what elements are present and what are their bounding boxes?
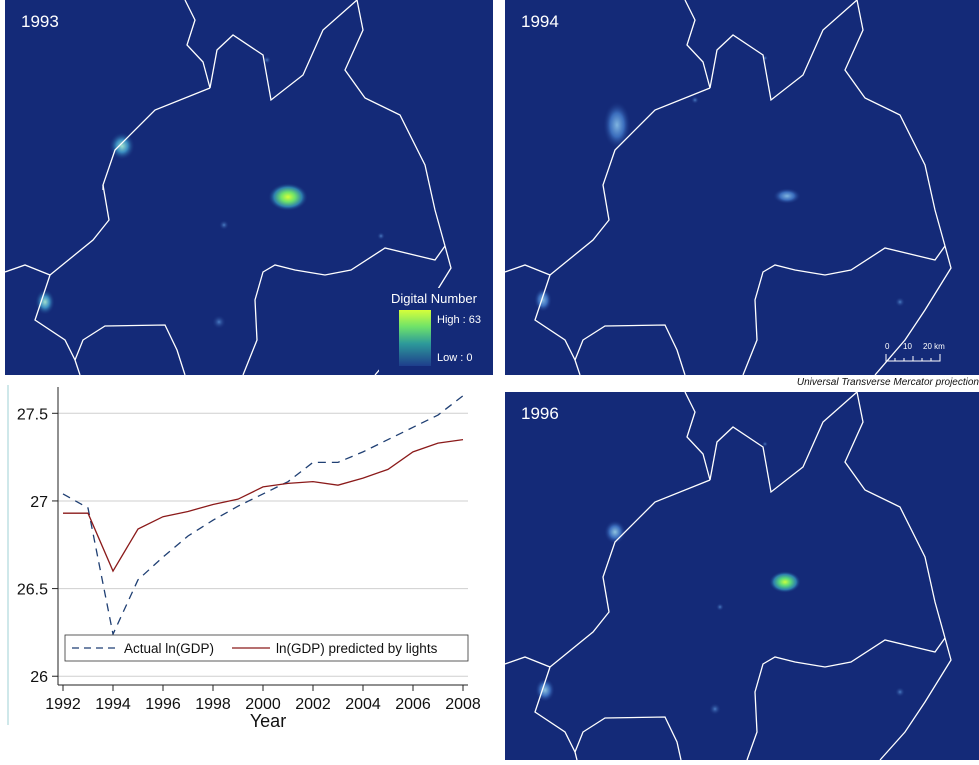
series-actual-gdp-line [62,395,464,637]
map-year-label: 1993 [21,12,59,31]
digital-number-legend: Digital Number High : 63 Low : 0 [379,288,491,374]
x-ticks: 1992 1994 1996 1998 2000 2002 2004 2006 2008 [45,685,481,713]
light-gisenyi [603,101,631,149]
night-lights-map-1996: 1996 [505,392,979,760]
light-minor [377,232,385,240]
x-tick-label: 2004 [345,696,381,713]
gdp-line-chart: 26 26.5 27 27.5 1992 1994 1996 1998 2000 2002 200… [0,385,500,760]
scale-label-0: 0 [885,342,890,351]
light-butare [212,315,226,329]
light-butare [709,703,721,715]
light-cyangugu [35,289,55,315]
y-tick-label: 27 [30,494,48,511]
light-minor [762,441,768,447]
chart-legend: Actual ln(GDP) ln(GDP) predicted by ligh… [64,634,469,662]
y-ticks: 26 26.5 27 27.5 [17,406,58,686]
x-tick-label: 2002 [295,696,331,713]
light-kigali [268,183,308,211]
light-kigali [769,571,801,593]
map-1994-canvas [505,0,952,375]
light-minor [716,603,724,611]
legend-low-label: Low : 0 [437,352,473,364]
night-lights-map-1993: 1993 Digital Number High : 63 Low : 0 [5,0,493,375]
map-year-label: 1994 [521,12,559,31]
legend-color-ramp [399,310,431,366]
country-borders [505,0,952,375]
light-minor [263,56,271,64]
map-1996-canvas [505,392,952,760]
x-axis-title: Year [250,711,286,731]
light-minor [895,687,905,697]
y-tick-label: 27.5 [17,406,48,423]
x-tick-label: 1992 [45,696,81,713]
x-tick-label: 1994 [95,696,131,713]
legend-title: Digital Number [391,291,477,306]
map-year-label: 1996 [521,404,559,423]
projection-note: Universal Transverse Mercator projection [796,377,979,388]
series-lines [62,395,464,637]
scale-bar-ticks [885,354,941,362]
light-minor [691,96,699,104]
night-lights-map-1994: 1994 0 10 20 km [505,0,979,375]
light-kigali [773,188,801,204]
light-gisenyi [604,520,626,544]
x-tick-label: 2008 [445,696,481,713]
x-tick-label: 2000 [245,696,281,713]
legend-high-label: High : 63 [437,314,482,326]
light-gisenyi [109,132,135,160]
scale-label-20km: 20 km [923,342,945,351]
x-tick-label: 1998 [195,696,231,713]
country-borders [505,392,952,760]
light-minor [895,297,905,307]
grid-lines [58,412,468,677]
x-tick-label: 1996 [145,696,181,713]
x-tick-label: 2006 [395,696,431,713]
series-predicted-gdp-line [63,438,464,573]
scale-label-10: 10 [903,342,912,351]
legend-label-predicted: ln(GDP) predicted by lights [276,641,438,656]
gdp-chart-svg: 26 26.5 27 27.5 1992 1994 1996 1998 2000 2002 200… [7,385,481,731]
light-minor [219,220,229,230]
light-cyangugu [534,288,552,312]
legend-label-actual: Actual ln(GDP) [124,641,214,656]
y-tick-label: 26 [30,669,48,686]
y-tick-label: 26.5 [17,582,48,599]
